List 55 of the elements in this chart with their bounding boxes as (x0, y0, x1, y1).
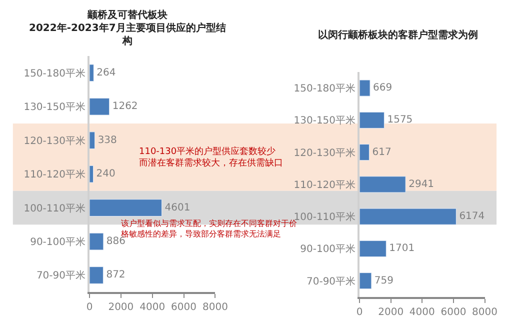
bar (360, 272, 372, 290)
y-tick-label: 110-120平米 (294, 178, 356, 191)
y-tick-label: 150-180平米 (294, 82, 356, 95)
y-tick-label: 130-150平米 (294, 114, 356, 127)
data-label: 264 (96, 67, 116, 78)
bar (90, 98, 110, 116)
y-tick-label: 120-130平米 (24, 134, 86, 147)
bar (360, 112, 384, 128)
x-tick-label: 2000 (378, 306, 404, 318)
chart-title: 颛桥及可替代板块 2022年-2023年7月主要项目供应的户型结构 (29, 9, 226, 47)
data-label: 4601 (164, 202, 190, 214)
x-tick-label: 8000 (472, 306, 498, 318)
bar (360, 208, 456, 225)
bar (90, 232, 104, 250)
data-label: 6174 (459, 211, 485, 222)
y-tick-label: 90-100平米 (30, 236, 86, 248)
y-tick-label: 150-180平米 (24, 67, 86, 80)
bar (90, 266, 104, 284)
data-label: 1701 (389, 243, 415, 254)
bar (90, 132, 96, 150)
bar (90, 199, 162, 216)
x-tick-label: 0 (356, 306, 363, 318)
bar (360, 176, 406, 193)
y-tick-label: 90-100平米 (300, 243, 356, 256)
x-tick-label: 2000 (108, 302, 134, 314)
data-label: 338 (98, 134, 117, 146)
bar (360, 240, 386, 257)
data-label: 2941 (408, 178, 434, 190)
data-label: 669 (373, 82, 392, 94)
data-label: 759 (374, 275, 394, 286)
bar (360, 80, 370, 96)
y-tick-label: 120-130平米 (294, 146, 356, 159)
data-label: 872 (106, 270, 126, 281)
x-tick-label: 4000 (140, 302, 166, 314)
y-tick-label: 110-120平米 (24, 168, 86, 181)
x-tick-label: 6000 (440, 306, 466, 318)
data-label: 617 (372, 146, 392, 158)
y-tick-label: 100-110平米 (24, 202, 86, 214)
x-tick-label: 8000 (202, 302, 228, 314)
y-tick-label: 70-90平米 (36, 270, 86, 282)
chart-title: 以闵行颛桥板块的客群户型需求为例 (318, 29, 478, 41)
data-label: 1262 (112, 101, 138, 112)
annotation: 110-130平米的户型供应套数较少而潜在客群需求较大，存在供需缺口 (139, 146, 283, 169)
data-label: 1575 (387, 114, 413, 126)
bar (360, 144, 370, 161)
x-tick-label: 4000 (409, 306, 435, 318)
data-label: 886 (106, 236, 126, 248)
bar (90, 165, 94, 183)
data-label: 240 (96, 168, 116, 180)
x-tick-label: 0 (86, 302, 93, 314)
bar (90, 64, 94, 82)
y-tick-label: 130-150平米 (24, 101, 86, 114)
annotation: 该户型看似与需求互配，实则存在不同客群对于价格敏感性的差异，导致部分客群需求无法满足 (120, 219, 297, 238)
y-tick-label: 70-90平米 (306, 275, 356, 288)
x-tick-label: 6000 (171, 302, 197, 314)
